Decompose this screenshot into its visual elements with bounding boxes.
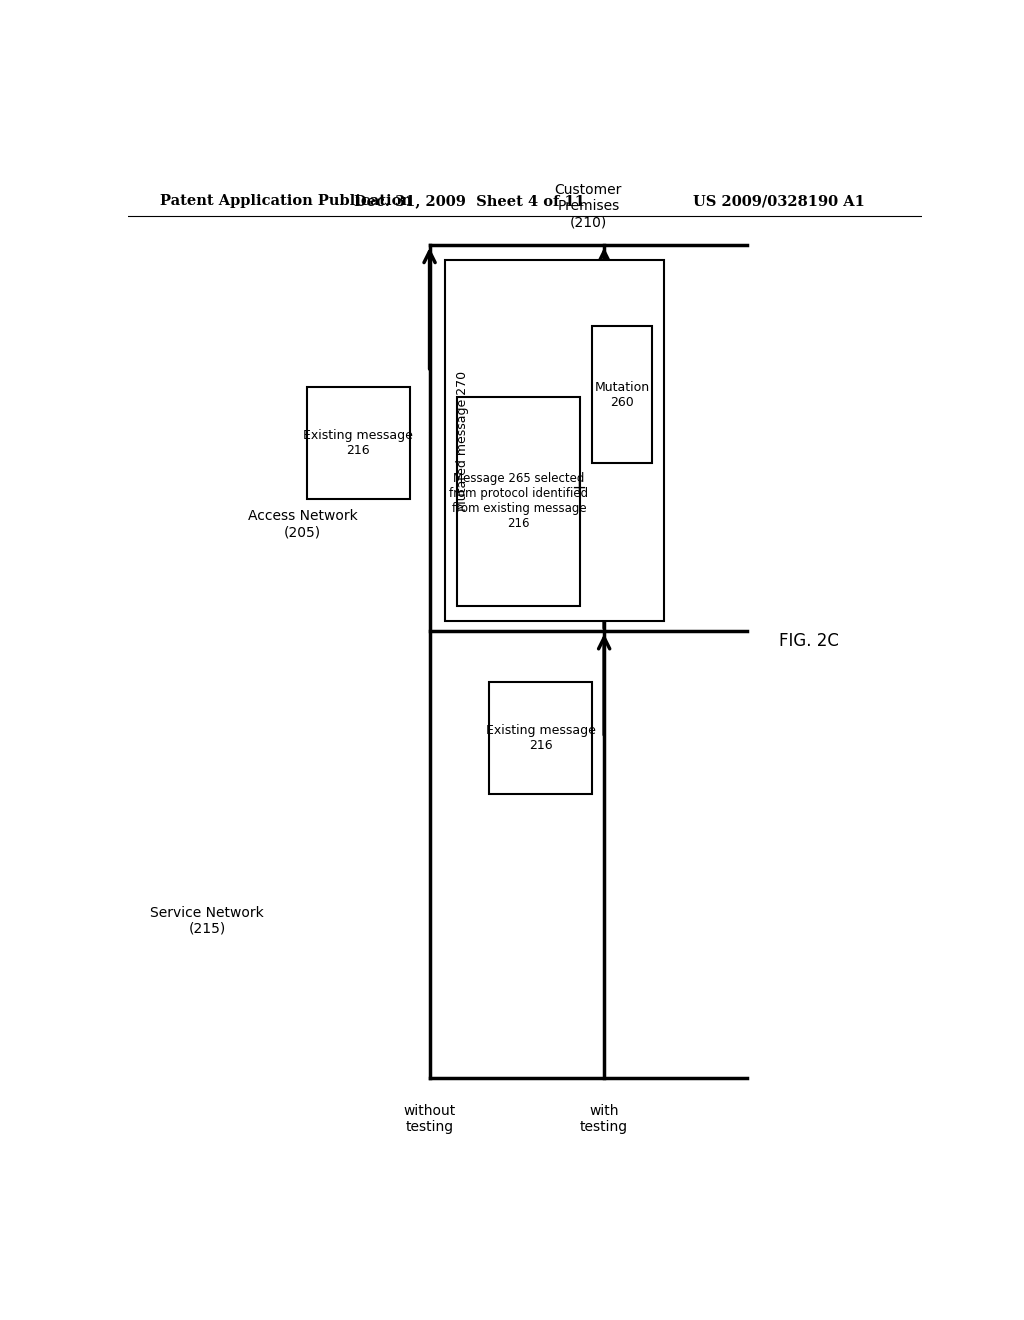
Text: Customer
Premises
(210): Customer Premises (210) bbox=[555, 183, 622, 230]
Text: +: + bbox=[571, 479, 587, 496]
Bar bbox=[489, 682, 592, 793]
Text: Mutation
260: Mutation 260 bbox=[595, 380, 649, 409]
Text: US 2009/0328190 A1: US 2009/0328190 A1 bbox=[693, 194, 864, 209]
Bar bbox=[458, 397, 581, 606]
Text: Dec. 31, 2009  Sheet 4 of 11: Dec. 31, 2009 Sheet 4 of 11 bbox=[353, 194, 585, 209]
Text: Patent Application Publication: Patent Application Publication bbox=[160, 194, 412, 209]
Text: Service Network
(215): Service Network (215) bbox=[151, 906, 264, 936]
Bar bbox=[306, 387, 410, 499]
Text: without
testing: without testing bbox=[403, 1104, 456, 1134]
Bar bbox=[445, 260, 664, 620]
Text: Access Network
(205): Access Network (205) bbox=[248, 510, 357, 540]
Text: with
testing: with testing bbox=[581, 1104, 628, 1134]
Text: Mutated message 270: Mutated message 270 bbox=[456, 371, 469, 511]
Text: Existing message
216: Existing message 216 bbox=[303, 429, 413, 457]
Text: Existing message
216: Existing message 216 bbox=[485, 723, 596, 752]
Text: Message 265 selected
from protocol identified
from existing message
216: Message 265 selected from protocol ident… bbox=[450, 473, 589, 531]
Bar bbox=[592, 326, 651, 463]
Text: FIG. 2C: FIG. 2C bbox=[778, 632, 839, 651]
